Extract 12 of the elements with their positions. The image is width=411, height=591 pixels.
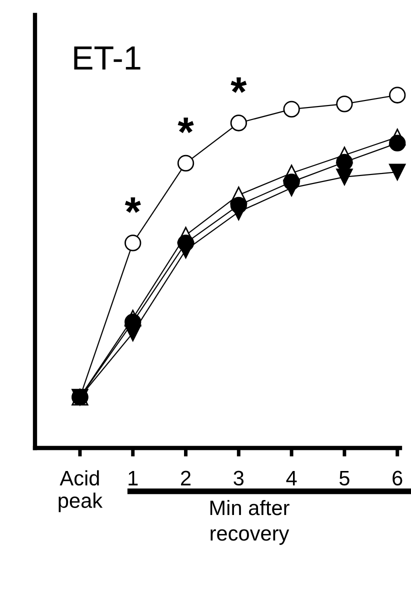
x-tick-label: 4: [286, 470, 297, 486]
annotation: *: [178, 118, 194, 134]
x-tick-label: 3: [234, 470, 244, 486]
annotation: *: [124, 197, 141, 213]
x-tick-label: 1: [128, 470, 138, 486]
chart-title: ET-1: [74, 46, 140, 70]
x-tick-label: 2: [181, 470, 191, 486]
x-tick-label: 6: [392, 470, 402, 486]
x-tick-label: 5: [339, 470, 350, 486]
x-tick-label: Acid peak: [58, 470, 103, 512]
x-axis-title: Min after recovery: [210, 500, 290, 545]
text: *: [230, 77, 247, 93]
